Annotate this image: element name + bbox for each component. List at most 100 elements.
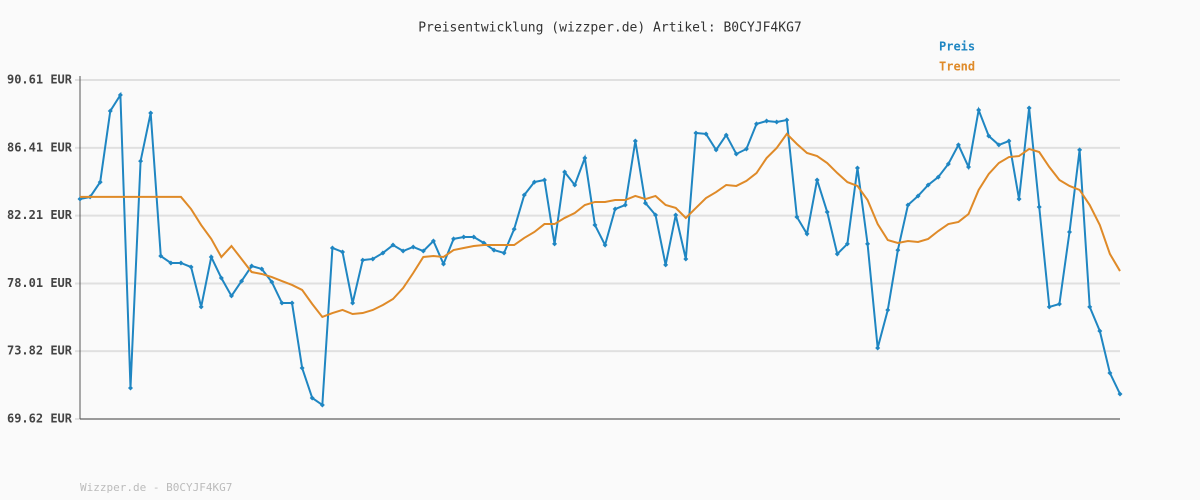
point-marker [148,110,154,116]
point-marker [935,174,941,180]
point-marker [289,300,295,306]
y-tick-label: 82.21 EUR [7,208,73,222]
point-marker [562,169,568,175]
point-marker [582,155,588,161]
point-marker [996,142,1002,148]
legend-label: Preis [939,40,975,54]
point-marker [541,177,547,183]
point-marker [451,236,457,242]
point-marker [814,177,820,183]
point-marker [754,121,760,127]
point-marker [158,253,164,259]
chart-title: Preisentwicklung (wizzper.de) Artikel: B… [418,21,802,36]
point-marker [723,132,729,138]
point-marker [279,300,285,306]
series-line [80,132,1121,319]
point-marker [380,250,386,256]
point-marker [693,130,699,136]
point-marker [986,133,992,139]
point-marker [218,275,224,281]
point-marker [390,242,396,248]
point-marker [309,395,315,401]
point-marker [168,260,174,266]
point-marker [1036,204,1042,210]
point-marker [713,147,719,153]
point-marker [865,241,871,247]
point-marker [632,138,638,144]
point-marker [461,234,467,240]
point-marker [107,108,113,114]
point-marker [117,92,123,98]
point-marker [208,254,214,260]
point-marker [733,151,739,157]
point-marker [430,238,436,244]
point-marker [966,164,972,170]
point-marker [915,193,921,199]
point-marker [1097,328,1103,334]
point-marker [198,304,204,310]
point-marker [1056,301,1062,307]
point-marker [249,263,255,269]
point-marker [824,209,830,215]
point-marker [1107,370,1113,376]
point-marker [703,131,709,137]
y-tick-label: 78.01 EUR [7,276,73,290]
footer: Wizzper.de - B0CYJF4KG7 [80,481,232,494]
point-marker [642,200,648,206]
point-marker [895,247,901,253]
point-marker [319,402,325,408]
point-marker [1026,105,1032,111]
y-tick-label: 90.61 EUR [7,73,73,87]
point-marker [905,202,911,208]
point-marker [844,241,850,247]
y-tick-label: 86.41 EUR [7,140,73,154]
point-marker [784,117,790,123]
point-marker [673,212,679,218]
point-marker [188,264,194,270]
point-marker [491,247,497,253]
point-marker [1006,138,1012,144]
point-marker [511,226,517,232]
point-marker [794,214,800,220]
point-marker [925,182,931,188]
point-marker [501,250,507,256]
point-marker [976,107,982,113]
point-marker [1046,304,1052,310]
point-marker [299,365,305,371]
point-marker [1016,196,1022,202]
point-marker [834,251,840,257]
point-marker [269,279,275,285]
point-marker [228,293,234,299]
legend-label: Trend [939,60,975,74]
point-marker [683,256,689,262]
point-marker [127,385,133,391]
point-marker [410,244,416,250]
point-marker [239,278,245,284]
point-marker [531,179,537,185]
point-marker [743,146,749,152]
point-marker [138,158,144,164]
point-marker [552,241,558,247]
point-marker [612,206,618,212]
point-marker [370,256,376,262]
point-marker [602,242,608,248]
point-marker [875,345,881,351]
point-marker [178,260,184,266]
point-marker [572,182,578,188]
point-marker [360,257,366,263]
point-marker [340,249,346,255]
point-marker [1077,147,1083,153]
point-marker [663,262,669,268]
point-marker [1087,304,1093,310]
point-marker [955,142,961,148]
point-marker [259,266,265,272]
point-marker [1117,391,1123,397]
point-marker [97,179,103,185]
point-marker [653,212,659,218]
y-tick-label: 69.62 EUR [7,412,73,426]
point-marker [764,118,770,124]
point-marker [400,248,406,254]
point-marker [622,202,628,208]
